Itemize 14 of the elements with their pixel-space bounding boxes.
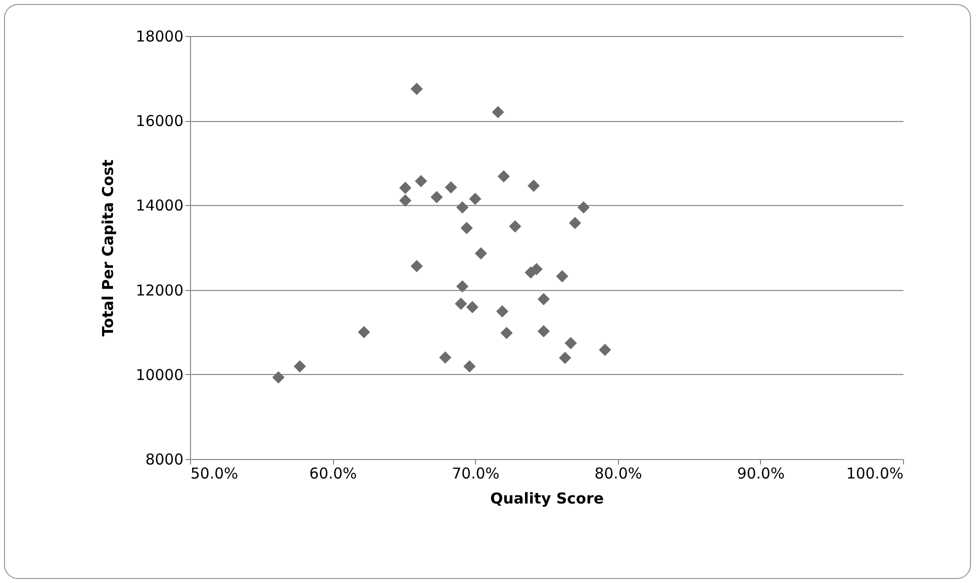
y-tick-label: 16000 <box>136 112 184 130</box>
y-tick-label: 10000 <box>136 366 184 384</box>
y-tick-label: 8000 <box>145 450 184 468</box>
x-tick-label: 60.0% <box>309 464 357 482</box>
x-tick-label: 50.0% <box>190 464 238 482</box>
y-tick-label: 18000 <box>136 28 184 46</box>
x-tick-label: 80.0% <box>594 464 642 482</box>
y-tick-label: 14000 <box>136 196 184 215</box>
y-tick-label: 12000 <box>136 281 184 300</box>
x-tick-label: 100.0% <box>846 464 904 482</box>
x-axis-title: Quality Score <box>490 490 604 508</box>
x-tick-label: 70.0% <box>452 464 500 482</box>
y-axis-title: Total Per Capita Cost <box>98 160 117 336</box>
x-tick-label: 90.0% <box>737 464 785 482</box>
